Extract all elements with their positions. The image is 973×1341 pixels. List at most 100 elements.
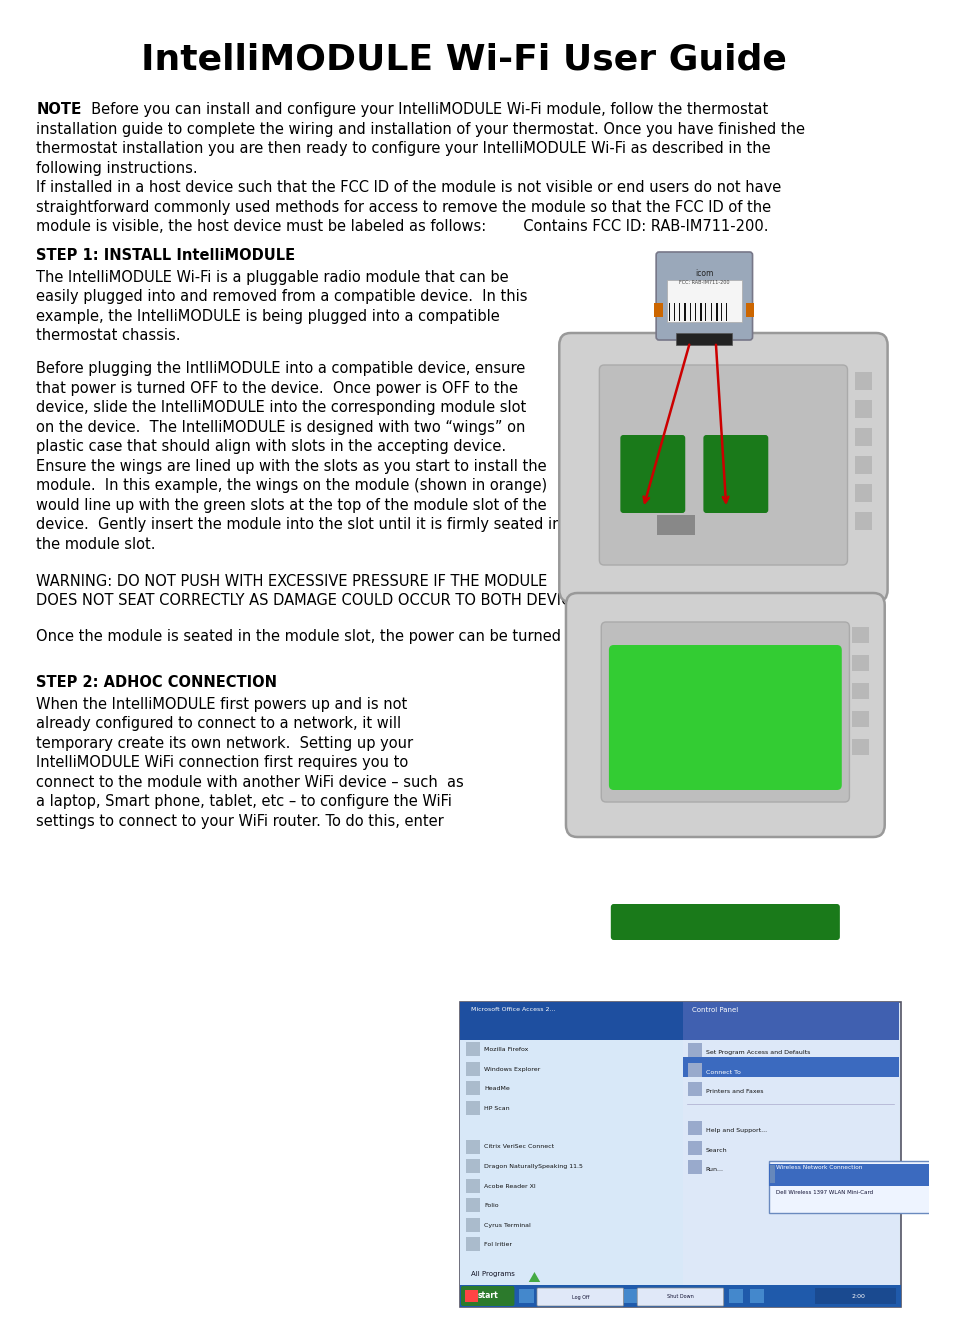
Bar: [683, 1002, 899, 1041]
Bar: [466, 1042, 480, 1055]
Text: temporary create its own network.  Setting up your: temporary create its own network. Settin…: [36, 736, 414, 751]
Text: Run...: Run...: [705, 1167, 724, 1172]
Bar: [769, 1164, 945, 1185]
Text: Folio: Folio: [484, 1203, 498, 1208]
Bar: [683, 1021, 899, 1287]
Bar: [689, 1160, 702, 1173]
Text: Fol Iritier: Fol Iritier: [484, 1242, 512, 1247]
Text: that power is turned OFF to the device.  Once power is OFF to the: that power is turned OFF to the device. …: [36, 381, 519, 396]
Bar: [603, 1289, 618, 1303]
Text: a laptop, Smart phone, tablet, etc – to configure the WiFi: a laptop, Smart phone, tablet, etc – to …: [36, 794, 452, 809]
Text: All Programs: All Programs: [472, 1271, 516, 1277]
Bar: [654, 303, 663, 316]
Text: WARNING: DO NOT PUSH WITH EXCESSIVE PRESSURE IF THE MODULE: WARNING: DO NOT PUSH WITH EXCESSIVE PRES…: [36, 574, 548, 589]
Text: :  Before you can install and configure your IntelliMODULE Wi-Fi module, follow : : Before you can install and configure y…: [77, 102, 769, 117]
Text: DOES NOT SEAT CORRECTLY AS DAMAGE COULD OCCUR TO BOTH DEVICES.: DOES NOT SEAT CORRECTLY AS DAMAGE COULD …: [36, 594, 595, 609]
Bar: [466, 1159, 480, 1173]
Text: Once the module is seated in the module slot, the power can be turned ON for the: Once the module is seated in the module …: [36, 629, 700, 644]
FancyBboxPatch shape: [566, 593, 884, 837]
Text: The IntelliMODULE Wi-Fi is a pluggable radio module that can be: The IntelliMODULE Wi-Fi is a pluggable r…: [36, 270, 509, 284]
Bar: [657, 515, 695, 535]
Bar: [684, 303, 686, 320]
Text: If installed in a host device such that the FCC ID of the module is not visible : If installed in a host device such that …: [36, 180, 781, 194]
Bar: [466, 1062, 480, 1075]
Bar: [667, 1289, 680, 1303]
Bar: [852, 628, 870, 642]
Text: When the IntelliMODULE first powers up and is not: When the IntelliMODULE first powers up a…: [36, 697, 408, 712]
FancyBboxPatch shape: [621, 434, 685, 514]
Text: straightforward commonly used methods for access to remove the module so that th: straightforward commonly used methods fo…: [36, 200, 772, 215]
Text: thermostat chassis.: thermostat chassis.: [36, 329, 181, 343]
FancyBboxPatch shape: [461, 1286, 515, 1306]
Text: plastic case that should align with slots in the accepting device.: plastic case that should align with slot…: [36, 440, 506, 455]
Bar: [668, 303, 670, 320]
Text: start: start: [478, 1291, 498, 1301]
Bar: [855, 456, 873, 473]
FancyBboxPatch shape: [703, 434, 769, 514]
Bar: [520, 1289, 533, 1303]
Bar: [645, 1289, 660, 1303]
Text: already configured to connect to a network, it will: already configured to connect to a netwo…: [36, 716, 402, 731]
Text: 2:00: 2:00: [851, 1294, 865, 1298]
FancyBboxPatch shape: [611, 904, 840, 940]
Bar: [746, 303, 754, 316]
Bar: [624, 1289, 638, 1303]
Text: the module slot.: the module slot.: [36, 536, 156, 552]
Text: module is visible, the host device must be labeled as follows:        Contains F: module is visible, the host device must …: [36, 219, 769, 233]
Bar: [689, 1140, 702, 1155]
Text: Dell Wireless 1397 WLAN Mini-Card: Dell Wireless 1397 WLAN Mini-Card: [776, 1189, 874, 1195]
Bar: [582, 1289, 596, 1303]
Bar: [667, 280, 742, 322]
Text: easily plugged into and removed from a compatible device.  In this: easily plugged into and removed from a c…: [36, 290, 527, 304]
Text: Search: Search: [705, 1148, 727, 1152]
Bar: [689, 1082, 702, 1096]
Text: Dragon NaturallySpeaking 11.5: Dragon NaturallySpeaking 11.5: [484, 1164, 583, 1169]
Text: Ensure the wings are lined up with the slots as you start to install the: Ensure the wings are lined up with the s…: [36, 459, 547, 473]
FancyBboxPatch shape: [601, 622, 849, 802]
Text: FCC: RAB-IM711-200: FCC: RAB-IM711-200: [679, 279, 730, 284]
Bar: [852, 711, 870, 727]
Bar: [689, 1062, 702, 1077]
Bar: [460, 1285, 901, 1307]
Text: STEP 2: ADHOC CONNECTION: STEP 2: ADHOC CONNECTION: [36, 676, 277, 691]
Bar: [770, 1164, 775, 1183]
Bar: [852, 654, 870, 670]
Text: IntelliMODULE WiFi connection first requires you to: IntelliMODULE WiFi connection first requ…: [36, 755, 409, 770]
Text: connect to the module with another WiFi device – such  as: connect to the module with another WiFi …: [36, 775, 464, 790]
Bar: [855, 400, 873, 418]
Text: following instructions.: following instructions.: [36, 161, 198, 176]
Text: settings to connect to your WiFi router. To do this, enter: settings to connect to your WiFi router.…: [36, 814, 444, 829]
Bar: [716, 303, 717, 320]
Text: Printers and Faxes: Printers and Faxes: [705, 1089, 763, 1094]
Text: on the device.  The IntelliMODULE is designed with two “wings” on: on the device. The IntelliMODULE is desi…: [36, 420, 525, 434]
Text: Before plugging the IntlliMODULE into a compatible device, ensure: Before plugging the IntlliMODULE into a …: [36, 361, 525, 377]
Text: STEP 1: INSTALL IntelliMODULE: STEP 1: INSTALL IntelliMODULE: [36, 248, 296, 263]
Bar: [466, 1236, 480, 1251]
Bar: [460, 1002, 901, 1307]
Text: installation guide to complete the wiring and installation of your thermostat. O: installation guide to complete the wirin…: [36, 122, 806, 137]
Bar: [855, 371, 873, 390]
Text: Acobe Reader XI: Acobe Reader XI: [484, 1184, 535, 1188]
Text: HP Scan: HP Scan: [484, 1105, 510, 1110]
Text: module.  In this example, the wings on the module (shown in orange): module. In this example, the wings on th…: [36, 479, 548, 493]
Bar: [466, 1179, 480, 1192]
Bar: [466, 1198, 480, 1212]
Text: would line up with the green slots at the top of the module slot of the: would line up with the green slots at th…: [36, 498, 547, 512]
Text: device, slide the IntelliMODULE into the corresponding module slot: device, slide the IntelliMODULE into the…: [36, 401, 526, 416]
Text: Mozilla Firefox: Mozilla Firefox: [484, 1047, 528, 1051]
Bar: [683, 1057, 899, 1077]
Text: thermostat installation you are then ready to configure your IntelliMODULE Wi-Fi: thermostat installation you are then rea…: [36, 141, 771, 156]
Bar: [540, 1289, 555, 1303]
Bar: [852, 683, 870, 699]
Text: Log Off: Log Off: [571, 1294, 589, 1299]
Bar: [700, 303, 702, 320]
Bar: [687, 1289, 702, 1303]
Text: IntelliMODULE Wi-Fi User Guide: IntelliMODULE Wi-Fi User Guide: [141, 42, 787, 76]
FancyBboxPatch shape: [656, 252, 752, 341]
Text: Set Program Access and Defaults: Set Program Access and Defaults: [705, 1050, 810, 1055]
Text: NOTE: NOTE: [36, 102, 82, 117]
Bar: [466, 1081, 480, 1096]
Text: example, the IntelliMODULE is being plugged into a compatible: example, the IntelliMODULE is being plug…: [36, 308, 500, 323]
Bar: [466, 1140, 480, 1153]
Bar: [855, 512, 873, 530]
